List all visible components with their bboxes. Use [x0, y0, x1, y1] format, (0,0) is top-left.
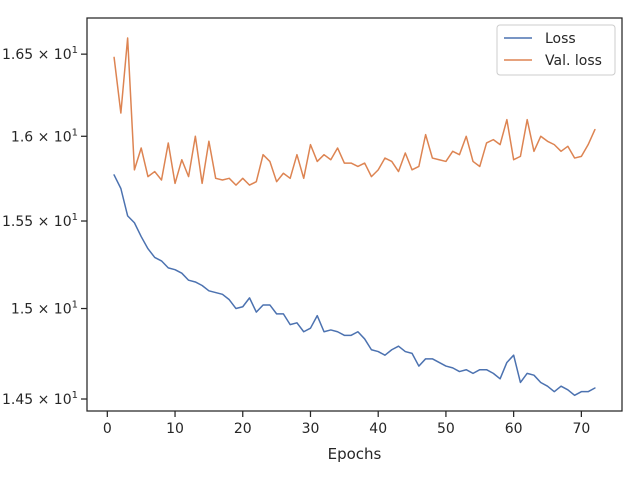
y-tick-label: 1.6 × 101 [11, 127, 78, 145]
y-tick-label: 1.65 × 101 [2, 45, 78, 63]
series-line-loss [113, 174, 596, 397]
y-axis-ticks: 1.45 × 101 1.5 × 101 1.55 × 101 1.6 × 101 1.… [2, 45, 87, 408]
y-tick-label: 1.55 × 101 [2, 212, 78, 230]
x-tick-label: 60 [505, 421, 523, 437]
x-axis-label: Epochs [328, 445, 382, 463]
x-tick-label: 30 [302, 421, 320, 437]
legend-label: Val. loss [545, 53, 602, 69]
y-tick-label: 1.5 × 101 [11, 300, 78, 318]
x-tick-label: 20 [234, 421, 252, 437]
x-axis-ticks: 0 10 20 30 40 50 60 70 [103, 411, 590, 437]
series-line-val-loss [113, 37, 596, 186]
x-tick-label: 40 [369, 421, 387, 437]
legend: Loss Val. loss [496, 24, 616, 76]
x-tick-label: 0 [103, 421, 112, 437]
plot-frame [86, 17, 623, 412]
x-tick-label: 50 [437, 421, 455, 437]
x-tick-label: 10 [166, 421, 184, 437]
y-tick-label: 1.45 × 101 [2, 390, 78, 408]
x-tick-label: 70 [572, 421, 590, 437]
legend-label: Loss [545, 31, 576, 47]
plot-background [87, 18, 622, 411]
series-lines [113, 37, 596, 397]
